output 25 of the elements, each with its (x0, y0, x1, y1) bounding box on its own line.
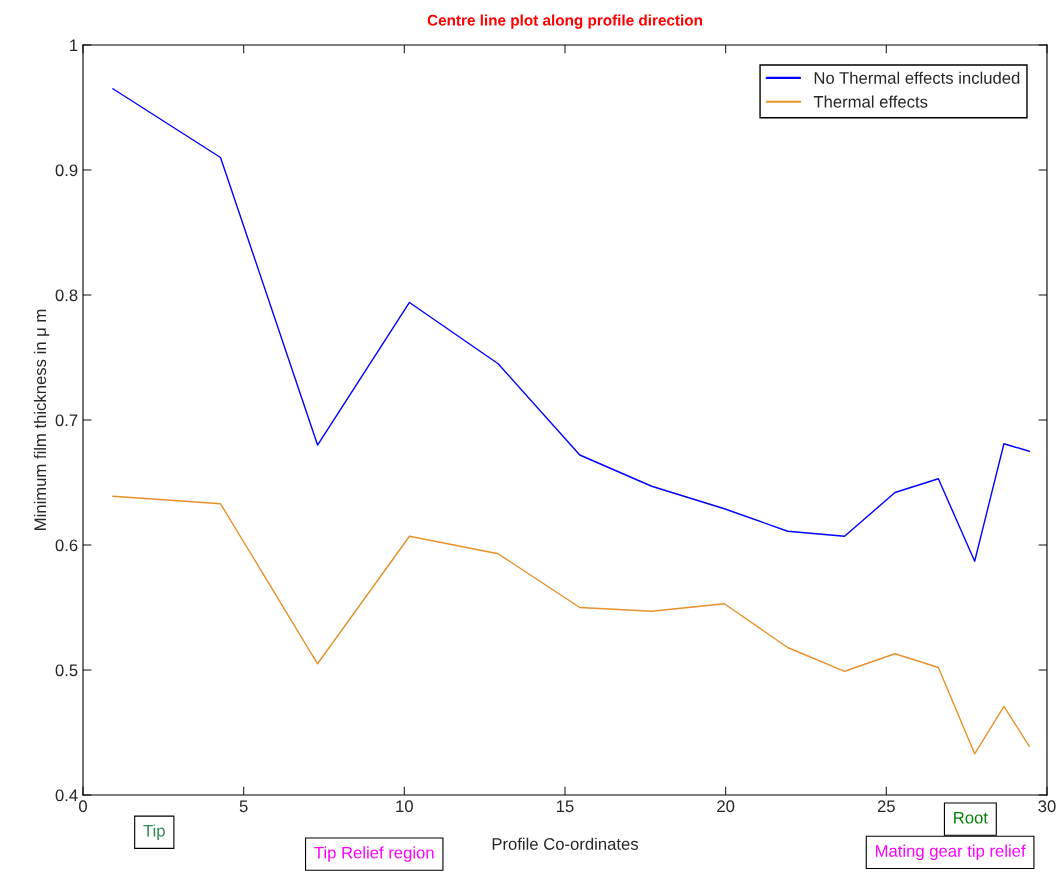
y-tick-label: 1 (70, 39, 78, 52)
x-tick-label: 0 (79, 800, 87, 813)
y-tick-label: 0.8 (55, 289, 78, 302)
chart-title: Centre line plot along profile direction (427, 14, 702, 29)
line-series (112, 88, 1030, 562)
x-tick-label: 20 (717, 800, 735, 813)
x-axis-title: Profile Co-ordinates (492, 837, 639, 850)
y-tick-label: 0.6 (55, 539, 78, 552)
legend-label: No Thermal effects included (814, 71, 1020, 84)
legend-label: Thermal effects (813, 95, 928, 108)
text: Tip (143, 824, 165, 840)
x-tick-label: 15 (556, 800, 574, 813)
y-tick-label: 0.4 (55, 789, 78, 802)
x-tick-label: 10 (396, 800, 413, 813)
y-tick-label: 0.7 (55, 414, 78, 427)
y-tick-label: 0.5 (55, 664, 78, 677)
text: Tip Relief region (314, 846, 434, 862)
y-axis-title: Minimum film thickness in μ m (33, 309, 50, 530)
y-tick-label: 0.9 (55, 164, 78, 177)
x-tick-label: 25 (877, 800, 895, 813)
line-series (112, 495, 1030, 755)
text: Mating gear tip relief (875, 844, 1026, 861)
text: Root (954, 811, 988, 824)
x-tick-label: 5 (239, 800, 248, 813)
x-tick-label: 30 (1038, 800, 1056, 813)
